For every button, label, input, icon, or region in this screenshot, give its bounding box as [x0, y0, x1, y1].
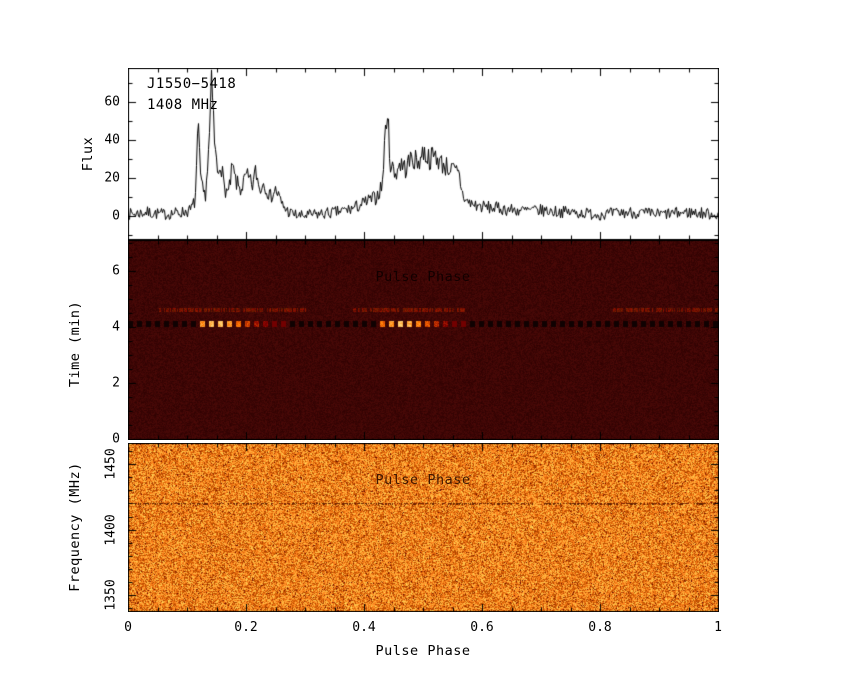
tick-label: 40 [104, 132, 120, 148]
tick-label: 0.4 [352, 620, 376, 635]
tick-label: 0.6 [470, 620, 494, 635]
observing-frequency-label: 1408 MHz [147, 97, 219, 113]
tick-label: 1450 [103, 448, 119, 480]
frequency-phase-heatmap-panel [128, 443, 719, 612]
tick-label: 1400 [103, 514, 119, 546]
source-name-label: J1550−5418 [147, 76, 237, 92]
pulse-phase-label-middle-axis: Pulse Phase [375, 472, 471, 488]
tick-label: 0.8 [588, 620, 612, 635]
pulse-phase-axis-label: Pulse Phase [375, 643, 471, 659]
tick-label: 0 [124, 620, 132, 635]
tick-label: 0 [112, 431, 120, 447]
pulse-phase-label-top-axis: Pulse Phase [375, 269, 471, 285]
tick-label: 60 [104, 94, 120, 110]
flux-profile-panel [128, 68, 719, 240]
time-phase-heatmap-panel [128, 240, 719, 440]
flux-axis-label: Flux [80, 136, 96, 172]
tick-label: 20 [104, 170, 120, 186]
tick-label: 4 [112, 319, 120, 335]
time-axis-label: Time (min) [67, 300, 83, 388]
tick-label: 0.2 [234, 620, 258, 635]
tick-label: 1350 [103, 579, 119, 611]
tick-label: 2 [112, 375, 120, 391]
tick-label: 6 [112, 263, 120, 279]
frequency-axis-label: Frequency (MHz) [67, 462, 83, 592]
tick-label: 1 [714, 620, 722, 635]
tick-label: 0 [112, 208, 120, 224]
